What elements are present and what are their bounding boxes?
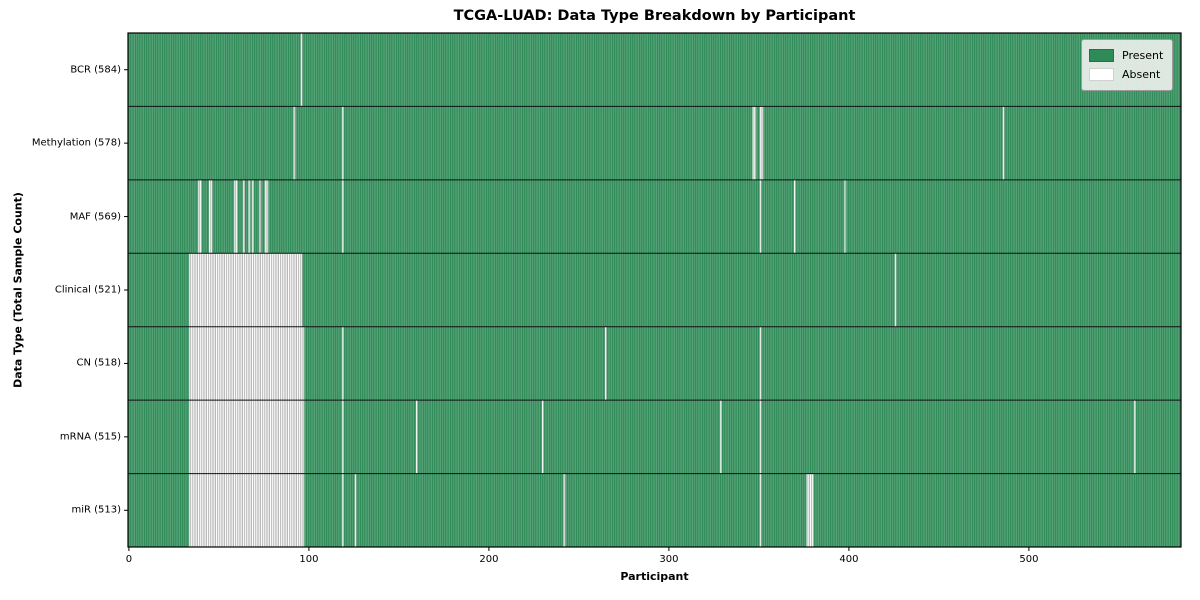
- absent-cells-MAF: [243, 179, 245, 254]
- chart-title: TCGA-LUAD: Data Type Breakdown by Partic…: [453, 8, 856, 24]
- legend-item-absent: Absent: [1089, 65, 1164, 84]
- y-tick-label-CN: CN (518): [76, 357, 121, 369]
- absent-cells-MAF: [844, 179, 847, 254]
- absent-cells-MAF: [259, 179, 262, 254]
- x-axis-label: Participant: [620, 570, 689, 583]
- legend-item-present: Present: [1089, 46, 1164, 65]
- absent-cells-MAF: [264, 179, 269, 254]
- y-tick-label-Clinical: Clinical (521): [54, 284, 121, 296]
- absent-swatch: [1089, 68, 1114, 81]
- absent-cells-MAF: [209, 179, 213, 254]
- absent-cells-mRNA: [1134, 400, 1136, 474]
- absent-cells-BCR: [300, 33, 303, 107]
- x-tick-label: 300: [659, 554, 679, 565]
- absent-cells-Methylation: [1002, 106, 1005, 180]
- absent-cells-CN: [759, 326, 762, 401]
- x-tick-label: 0: [125, 554, 133, 565]
- x-tick-label: 400: [839, 554, 859, 565]
- legend-label-present: Present: [1122, 49, 1164, 62]
- y-tick-label-mRNA: mRNA (515): [59, 431, 121, 443]
- absent-cells-Methylation: [293, 106, 296, 180]
- absent-cells-Clinical: [894, 253, 897, 327]
- absent-cells-MAF: [252, 179, 254, 254]
- absent-cells-miR: [806, 473, 814, 547]
- absent-cells-MAF: [794, 179, 796, 254]
- absent-cells-CN: [342, 326, 344, 401]
- absent-cells-MAF: [234, 179, 238, 254]
- absent-cells-CN: [605, 326, 607, 401]
- absent-cells-mRNA: [189, 400, 305, 474]
- absent-cells-mRNA: [759, 400, 762, 474]
- absent-cells-mRNA: [416, 400, 418, 474]
- absent-cells-MAF: [198, 179, 202, 254]
- y-tick-label-Methylation: Methylation (578): [31, 137, 121, 149]
- absent-cells-miR: [354, 473, 357, 547]
- absent-cells-MAF: [248, 179, 251, 254]
- x-tick-label: 100: [299, 554, 319, 565]
- absent-cells-miR: [189, 473, 305, 547]
- absent-cells-miR: [563, 473, 566, 547]
- absent-cells-mRNA: [342, 400, 344, 474]
- absent-cells-miR: [342, 473, 344, 547]
- x-tick-label: 200: [479, 554, 499, 565]
- y-tick-label-MAF: MAF (569): [69, 211, 121, 223]
- absent-cells-Methylation: [759, 106, 764, 180]
- present-swatch: [1089, 49, 1114, 62]
- absent-cells-miR: [759, 473, 762, 547]
- absent-cells-MAF: [342, 179, 344, 254]
- absent-cells-mRNA: [720, 400, 722, 474]
- absent-cells-Methylation: [752, 106, 757, 180]
- x-tick-label: 500: [1019, 554, 1039, 565]
- legend: Present Absent: [1081, 39, 1173, 91]
- absent-cells-MAF: [759, 179, 762, 254]
- legend-label-absent: Absent: [1122, 68, 1161, 81]
- absent-cells-Clinical: [189, 253, 303, 327]
- absent-cells-CN: [189, 326, 305, 401]
- absent-cells-Methylation: [342, 106, 344, 180]
- absent-cells-mRNA: [542, 400, 544, 474]
- y-tick-label-BCR: BCR (584): [70, 64, 121, 76]
- y-tick-label-miR: miR (513): [71, 504, 121, 516]
